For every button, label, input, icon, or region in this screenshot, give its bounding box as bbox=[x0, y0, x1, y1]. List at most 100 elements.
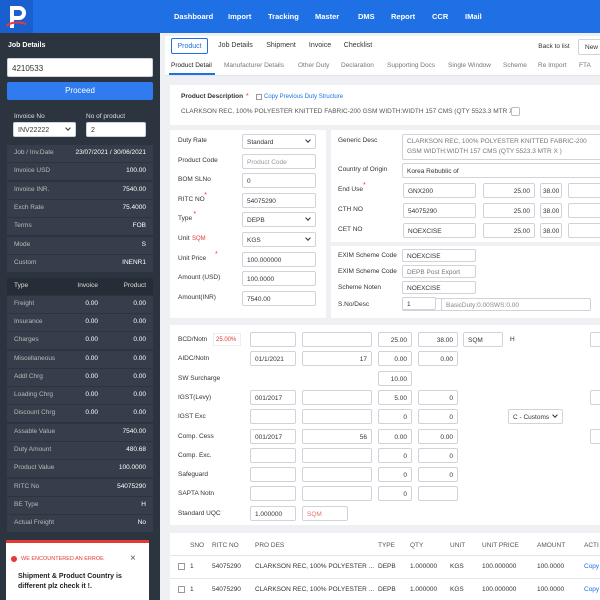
duty-input[interactable]: 1.000000 bbox=[250, 505, 296, 521]
form-input[interactable]: 100.000000 bbox=[242, 251, 316, 267]
nav-item[interactable]: Report bbox=[391, 12, 416, 21]
duty-input[interactable] bbox=[418, 486, 458, 502]
duty-input[interactable]: 0.00 bbox=[378, 351, 412, 367]
duty-input[interactable] bbox=[302, 486, 372, 502]
row-checkbox[interactable] bbox=[178, 563, 185, 570]
form-input[interactable]: KGS bbox=[242, 232, 316, 247]
rate-input[interactable]: 25.00 bbox=[483, 223, 535, 238]
duty-input[interactable]: SQM bbox=[302, 505, 348, 521]
scheme-input-narrow[interactable]: 1 bbox=[402, 297, 436, 310]
duty-input[interactable]: 0.00 bbox=[418, 428, 458, 444]
generic-desc[interactable]: CLARKSON REC, 100% POLYESTER KNITTED FAB… bbox=[402, 134, 600, 160]
row-checkbox[interactable] bbox=[178, 586, 185, 593]
nav-item[interactable]: DMS bbox=[358, 12, 375, 21]
job-input[interactable]: 4210533 bbox=[7, 58, 153, 77]
proceed-button[interactable]: Proceed bbox=[7, 82, 153, 100]
table-cell[interactable]: Copy bbox=[584, 586, 600, 593]
duty-input[interactable] bbox=[590, 428, 600, 444]
product-count-input[interactable]: 2 bbox=[86, 122, 146, 137]
form-input[interactable]: Standard bbox=[242, 134, 316, 149]
duty-input[interactable]: 001/2017 bbox=[250, 428, 296, 444]
country-input[interactable]: Korea Rebublic of bbox=[402, 163, 600, 178]
error-close[interactable]: × bbox=[130, 553, 136, 564]
back-button[interactable]: Back to list bbox=[538, 43, 570, 50]
sub-tab[interactable]: Product Detail bbox=[171, 62, 212, 69]
form-input[interactable]: 0 bbox=[242, 173, 316, 189]
duty-input[interactable]: 0 bbox=[418, 389, 458, 405]
duty-input[interactable]: 01/1/2021 bbox=[250, 351, 296, 367]
form-input[interactable]: DEPB bbox=[242, 212, 316, 228]
nav-item[interactable]: Tracking bbox=[268, 12, 299, 21]
tab[interactable]: Job Details bbox=[218, 42, 253, 49]
sub-tab[interactable]: Single Window bbox=[448, 62, 491, 69]
tab[interactable]: Product bbox=[171, 38, 208, 54]
sub-tab[interactable]: FTA bbox=[579, 62, 591, 69]
duty-input[interactable]: 0.00 bbox=[418, 351, 458, 367]
duty-input[interactable]: 0 bbox=[418, 447, 458, 463]
nav-item[interactable]: CCR bbox=[432, 12, 449, 21]
sub-tab[interactable]: Scheme bbox=[503, 62, 527, 69]
duty-input[interactable] bbox=[302, 389, 372, 405]
rate-input[interactable]: 25.00 bbox=[483, 203, 535, 218]
unit-input[interactable]: SQM bbox=[463, 332, 503, 347]
class-input[interactable]: GNX200 bbox=[403, 183, 476, 198]
duty-input[interactable]: 56 bbox=[302, 428, 372, 444]
duty-input[interactable]: 0 bbox=[378, 447, 412, 463]
scheme-input[interactable]: NOEXCISE bbox=[402, 281, 476, 295]
nav-item[interactable]: IMail bbox=[465, 12, 482, 21]
duty-input[interactable] bbox=[250, 486, 296, 502]
duty-input[interactable] bbox=[590, 389, 600, 405]
nav-item[interactable]: Import bbox=[228, 12, 252, 21]
tab[interactable]: Shipment bbox=[266, 42, 296, 49]
duty-input[interactable]: 0 bbox=[378, 486, 412, 502]
scheme-input[interactable]: NOEXCISE bbox=[402, 249, 476, 262]
rate-input[interactable]: 25.00 bbox=[483, 183, 535, 198]
sub-tab[interactable]: Declaration bbox=[341, 62, 374, 69]
form-input[interactable]: 54075290 bbox=[242, 192, 316, 208]
customs-select[interactable]: C - Customs bbox=[508, 409, 563, 425]
duty-input[interactable]: 0 bbox=[418, 467, 458, 483]
duty-input[interactable]: 10.00 bbox=[378, 370, 412, 386]
duty-input[interactable]: 25.00 bbox=[378, 332, 412, 347]
tab[interactable]: Checklist bbox=[343, 42, 373, 49]
nav-item[interactable]: Master bbox=[315, 12, 340, 21]
duty-input[interactable]: 38.00 bbox=[418, 332, 458, 347]
sub-tab[interactable]: Other Duty bbox=[298, 62, 330, 69]
duty-input[interactable] bbox=[250, 447, 296, 463]
sub-tab[interactable]: Re Import bbox=[538, 62, 567, 69]
table-cell[interactable]: Copy bbox=[584, 563, 600, 570]
duty-input[interactable]: 17 bbox=[302, 351, 372, 367]
class-input[interactable]: 54075290 bbox=[403, 203, 476, 218]
form-input[interactable]: Product Code bbox=[242, 153, 316, 169]
copy-checkbox[interactable] bbox=[256, 94, 262, 100]
logo[interactable] bbox=[0, 0, 33, 33]
new-button[interactable]: New bbox=[578, 39, 600, 55]
scheme-input[interactable]: DEPB Post Export bbox=[402, 265, 476, 279]
duty-input[interactable] bbox=[302, 332, 372, 347]
rate-input[interactable] bbox=[568, 183, 600, 198]
scheme-extra[interactable]: BasicDuty:0.00SWS:0.00 bbox=[441, 297, 591, 311]
form-input[interactable]: 7540.00 bbox=[242, 290, 316, 306]
sub-tab[interactable]: Manufacturer Details bbox=[224, 62, 284, 69]
rate-input[interactable]: 38.00 bbox=[540, 203, 562, 218]
invoice-select[interactable]: INV22222 bbox=[13, 122, 76, 137]
class-input[interactable]: NOEXCISE bbox=[403, 223, 476, 238]
duty-input[interactable] bbox=[250, 409, 296, 425]
form-input[interactable]: 100.0000 bbox=[242, 271, 316, 287]
rate-input[interactable] bbox=[568, 223, 600, 238]
duty-input[interactable]: 0 bbox=[418, 409, 458, 425]
tab[interactable]: Invoice bbox=[308, 42, 332, 49]
rate-input[interactable]: 38.00 bbox=[540, 223, 562, 238]
rate-input[interactable] bbox=[568, 203, 600, 218]
duty-input[interactable]: 5.00 bbox=[378, 389, 412, 405]
nav-item[interactable]: Dashboard bbox=[174, 12, 214, 21]
edit-icon[interactable] bbox=[511, 107, 520, 116]
duty-input[interactable] bbox=[302, 409, 372, 425]
duty-input[interactable] bbox=[250, 467, 296, 483]
duty-input[interactable] bbox=[590, 332, 600, 347]
duty-input[interactable] bbox=[250, 332, 296, 347]
duty-input[interactable] bbox=[302, 467, 372, 483]
duty-input[interactable]: 0 bbox=[378, 467, 412, 483]
duty-input[interactable]: 0 bbox=[378, 409, 412, 425]
sub-tab[interactable]: Supporting Docs bbox=[387, 62, 436, 69]
